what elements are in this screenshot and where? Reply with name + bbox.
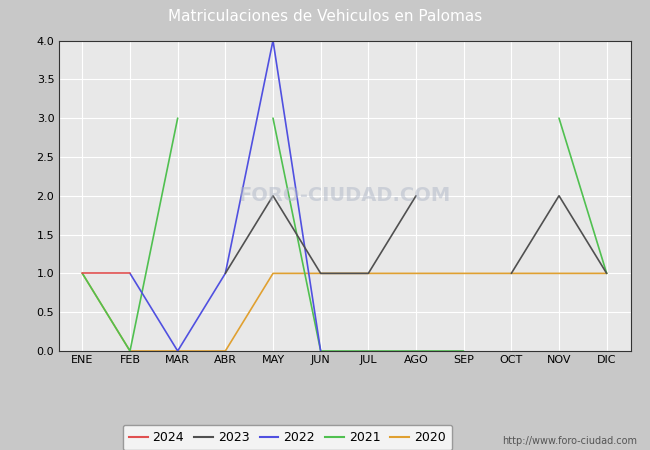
Legend: 2024, 2023, 2022, 2021, 2020: 2024, 2023, 2022, 2021, 2020 — [123, 425, 452, 450]
Text: http://www.foro-ciudad.com: http://www.foro-ciudad.com — [502, 436, 637, 446]
Text: FORO-CIUDAD.COM: FORO-CIUDAD.COM — [239, 186, 450, 205]
Text: Matriculaciones de Vehiculos en Palomas: Matriculaciones de Vehiculos en Palomas — [168, 9, 482, 24]
